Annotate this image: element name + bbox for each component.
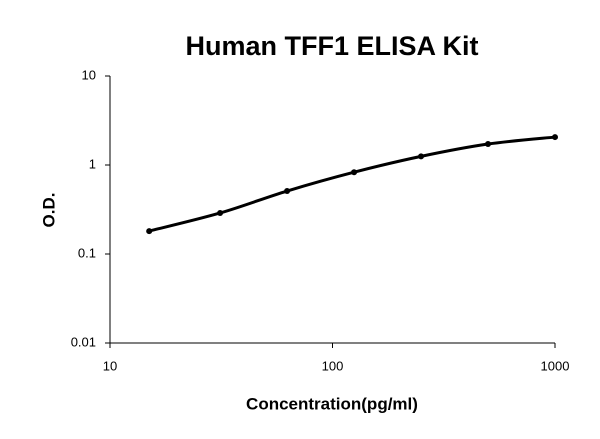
data-point	[217, 209, 224, 216]
x-axis-label: Concentration(pg/ml)	[246, 394, 418, 413]
data-point	[552, 134, 558, 141]
x-tick-label: 100	[322, 358, 344, 373]
x-tick-label: 10	[103, 358, 117, 373]
data-point	[284, 188, 291, 195]
data-point	[418, 153, 425, 160]
data-point	[146, 228, 153, 235]
y-tick-label: 1	[89, 156, 96, 171]
y-axis-label: O.D.	[39, 193, 58, 228]
fit-curve	[148, 135, 556, 233]
y-tick-label: 0.01	[71, 334, 96, 349]
data-point	[351, 169, 358, 176]
x-tick-label: 1000	[541, 358, 570, 373]
chart-title: Human TFF1 ELISA Kit	[185, 31, 478, 61]
data-point	[485, 141, 492, 148]
y-tick-label: 0.1	[78, 245, 96, 260]
y-tick-label: 10	[82, 67, 96, 82]
